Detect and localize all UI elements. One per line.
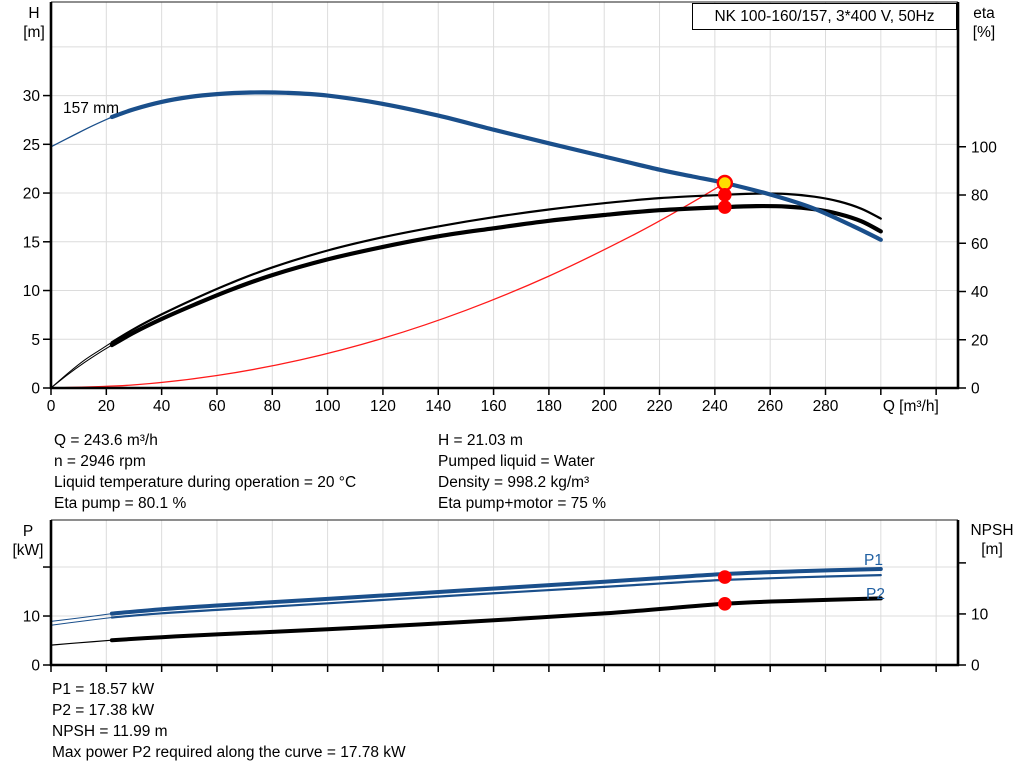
y-right-tick-label: 10 — [971, 606, 989, 623]
npsh-axis-unit-line1: NPSH — [970, 522, 1014, 539]
annotation-eta-pump-motor: Eta pump+motor = 75 % — [438, 495, 607, 512]
p-axis-unit-line2: [kW] — [12, 542, 44, 559]
annotation-temperature: Liquid temperature during operation = 20… — [54, 474, 357, 491]
annotation-flow: Q = 243.6 m³/h — [54, 432, 158, 449]
npsh-axis-unit-line2: [m] — [981, 541, 1003, 558]
eta-pump-motor-point-marker — [718, 200, 732, 214]
h-axis-unit-label: H [m] — [18, 4, 50, 42]
duty-annotations-left: Q = 243.6 m³/h n = 2946 rpm Liquid tempe… — [54, 430, 356, 514]
eta-axis-unit-line1: eta — [973, 5, 995, 22]
eta-pump-curve — [110, 192, 882, 344]
x-tick-label: 60 — [208, 398, 226, 415]
x-tick-label: 120 — [370, 398, 396, 415]
y-left-tick-label: 0 — [31, 658, 40, 675]
annotation-liquid: Pumped liquid = Water — [438, 453, 595, 470]
x-tick-label: 260 — [757, 398, 783, 415]
y-right-tick-label: 0 — [971, 381, 980, 398]
annotation-speed: n = 2946 rpm — [54, 453, 146, 470]
system-curve — [50, 182, 726, 389]
npsh-curve — [109, 596, 883, 643]
x-tick-label: 200 — [591, 398, 617, 415]
y-right-tick-label: 60 — [971, 236, 989, 253]
y-left-tick-label: 25 — [23, 137, 40, 154]
x-tick-label: 20 — [98, 398, 116, 415]
p-axis-unit-line1: P — [22, 523, 34, 540]
x-axis-label: Q [m³/h] — [883, 398, 939, 415]
y-left-tick-label: 20 — [23, 186, 41, 203]
p-axis-unit-label: P [kW] — [8, 522, 48, 560]
annotation-eta-pump: Eta pump = 80.1 % — [54, 495, 187, 512]
annotation-head: H = 21.03 m — [438, 432, 523, 449]
head-curve — [109, 90, 883, 242]
p1-curve-label: P1 — [864, 552, 883, 569]
h-axis-unit-line2: [m] — [23, 24, 45, 41]
annotation-max-p2: Max power P2 required along the curve = … — [52, 744, 406, 761]
p1-curve — [109, 567, 883, 616]
x-tick-label: 140 — [425, 398, 451, 415]
npsh-axis-unit-label: NPSH [m] — [961, 521, 1023, 559]
power-point-marker — [718, 570, 732, 584]
annotation-p1: P1 = 18.57 kW — [52, 681, 155, 698]
duty-point-marker — [716, 174, 734, 192]
y-right-tick-label: 20 — [971, 332, 989, 349]
x-tick-label: 0 — [47, 398, 56, 415]
eta-axis-unit-line2: [%] — [972, 24, 996, 41]
h-axis-unit-line1: H — [28, 5, 40, 22]
y-left-tick-label: 30 — [23, 88, 41, 105]
eta-pump-motor-curve-thin — [50, 344, 113, 389]
annotation-density: Density = 998.2 kg/m³ — [438, 474, 590, 491]
annotation-p2: P2 = 17.38 kW — [52, 702, 155, 719]
eta-pump-curve-thin — [50, 341, 113, 389]
power-annotations: P1 = 18.57 kW P2 = 17.38 kW NPSH = 11.99… — [52, 679, 406, 763]
x-tick-label: 240 — [702, 398, 728, 415]
y-right-tick-label: 0 — [971, 658, 980, 675]
npsh-point-marker — [718, 596, 732, 611]
p1-curve-thin — [50, 613, 112, 622]
pump-title-box: NK 100-160/157, 3*400 V, 50Hz — [692, 3, 957, 30]
y-right-tick-label: 40 — [971, 284, 989, 301]
eta-pump-motor-curve — [109, 203, 883, 348]
y-left-tick-label: 0 — [31, 381, 40, 398]
y-right-tick-label: 100 — [971, 139, 997, 156]
x-tick-label: 280 — [813, 398, 839, 415]
npsh-curve-thin — [50, 639, 112, 646]
y-right-tick-label: 80 — [971, 188, 989, 205]
y-left-tick-label: 10 — [23, 609, 41, 626]
eta-pump-point-marker — [718, 187, 732, 202]
x-tick-label: 100 — [315, 398, 341, 415]
p2-curve-label: P2 — [866, 586, 885, 603]
impeller-diameter-label: 157 mm — [63, 100, 119, 117]
x-tick-label: 220 — [647, 398, 673, 415]
eta-axis-unit-label: eta [%] — [964, 4, 1004, 42]
x-tick-label: 180 — [536, 398, 562, 415]
y-left-tick-label: 5 — [31, 332, 40, 349]
y-left-tick-label: 15 — [23, 234, 40, 251]
duty-annotations-right: H = 21.03 m Pumped liquid = Water Densit… — [438, 430, 606, 514]
x-tick-label: 40 — [153, 398, 171, 415]
p2-curve — [110, 574, 882, 619]
p2-curve-thin — [50, 617, 112, 626]
annotation-npsh: NPSH = 11.99 m — [52, 723, 168, 740]
x-tick-label: 80 — [264, 398, 282, 415]
head-curve-thin — [50, 116, 113, 148]
y-left-tick-label: 10 — [23, 283, 41, 300]
x-tick-label: 160 — [481, 398, 507, 415]
